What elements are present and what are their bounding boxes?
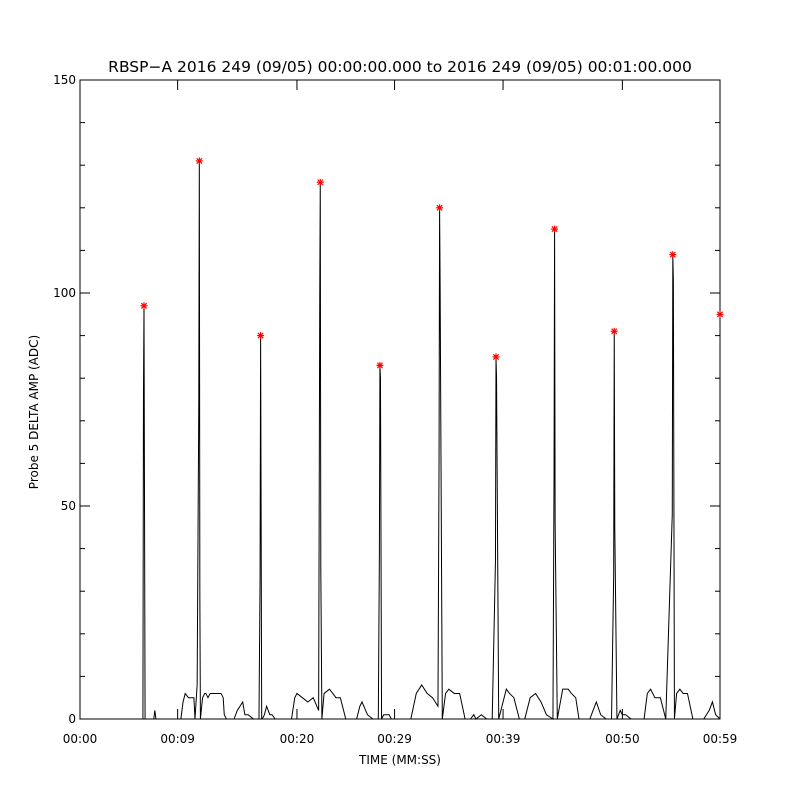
peak-marker <box>436 204 444 212</box>
y-tick-label: 50 <box>61 499 76 513</box>
y-tick-label: 0 <box>68 712 76 726</box>
peak-marker-stroke <box>611 328 618 335</box>
peak-marker <box>376 361 384 369</box>
plot-frame <box>79 79 721 720</box>
x-tick-label: 00:00 <box>63 732 98 746</box>
peak-marker-stroke <box>196 157 203 164</box>
peak-marker <box>140 302 148 310</box>
y-tick-label: 150 <box>53 73 76 87</box>
x-tick-label: 00:09 <box>160 732 195 746</box>
x-tick-label: 00:29 <box>377 732 412 746</box>
x-axis-label: TIME (MM:SS) <box>358 753 441 767</box>
peak-marker <box>610 327 618 335</box>
peak-marker-stroke <box>257 332 264 339</box>
peak-marker <box>257 332 265 340</box>
x-tick-label: 00:50 <box>605 732 640 746</box>
peak-marker <box>316 178 324 186</box>
x-tick-label: 00:20 <box>280 732 315 746</box>
peak-marker-stroke <box>376 362 383 369</box>
peak-marker-stroke <box>551 226 558 233</box>
x-tick-label: 00:59 <box>703 732 738 746</box>
peak-marker <box>669 251 677 259</box>
peak-marker-stroke <box>716 311 724 318</box>
peak-marker-stroke <box>436 204 443 211</box>
axes: 0 50 100 150 00:00 00:09 00:20 00:29 00:39 00:50 0… <box>53 73 737 746</box>
y-tick-label: 100 <box>53 286 76 300</box>
peak-marker <box>195 157 203 165</box>
peak-marker <box>716 310 724 318</box>
peak-marker-stroke <box>669 251 676 258</box>
chart-title: RBSP−A 2016 249 (09/05) 00:00:00.000 to … <box>108 58 692 76</box>
x-tick-label: 00:39 <box>486 732 521 746</box>
peak-marker <box>551 225 559 233</box>
peak-marker-stroke <box>140 302 148 309</box>
y-axis-label: Probe 5 DELTA AMP (ADC) <box>27 335 41 489</box>
peak-marker-stroke <box>317 179 324 186</box>
peak-markers <box>140 157 724 369</box>
peak-marker-stroke <box>492 353 500 360</box>
series-layer <box>80 160 721 720</box>
peak-marker <box>492 353 500 361</box>
signal-line <box>80 160 721 720</box>
